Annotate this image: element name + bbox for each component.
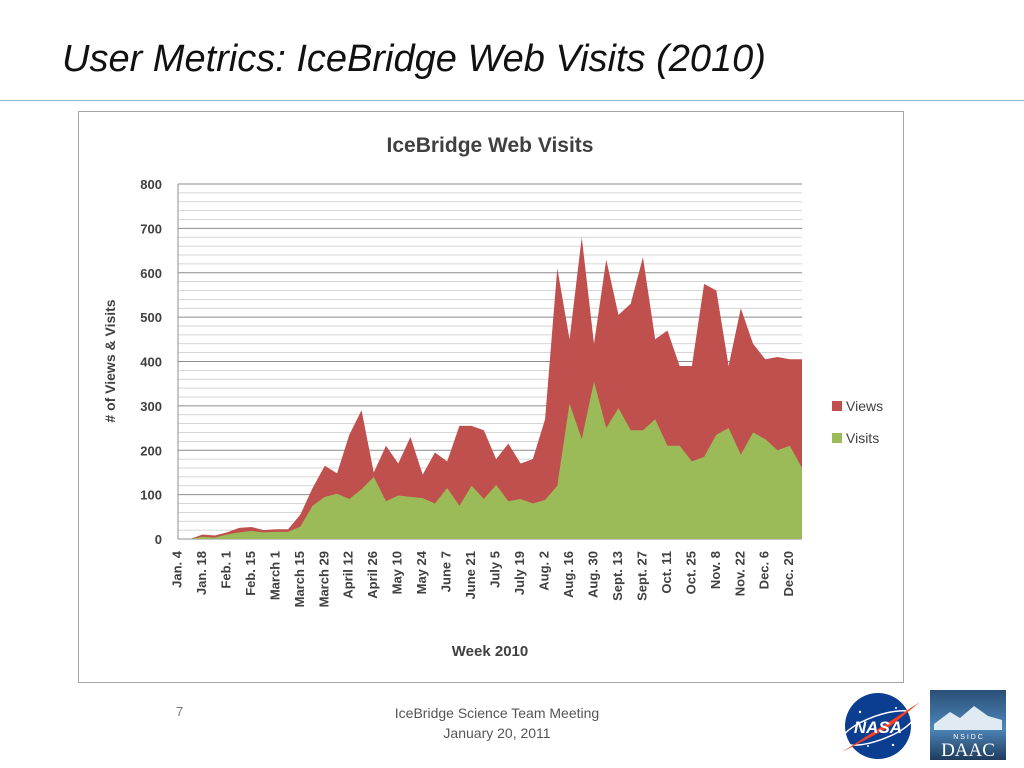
area-chart: IceBridge Web Visits 0 100 200 300 400 500 600 7… [102,134,883,660]
x-tick-label: June 21 [463,551,478,599]
x-tick-label: Sept. 13 [610,551,625,601]
x-tick-label: May 10 [390,551,405,594]
y-tick-label: 300 [140,399,162,414]
y-tick-label: 600 [140,266,162,281]
y-tick-label: 500 [140,310,162,325]
x-tick-label: Aug. 2 [536,551,551,591]
x-tick-label: June 7 [439,551,454,592]
legend-label-visits: Visits [846,430,879,446]
chart-title: IceBridge Web Visits [387,134,594,157]
legend-swatch-visits [832,433,842,443]
x-tick-label: April 12 [341,551,356,599]
legend-label-views: Views [846,398,883,414]
x-tick-label: Nov. 8 [708,551,723,589]
x-tick-label: April 26 [365,551,380,599]
x-tick-label: March 1 [267,551,282,600]
footer-meeting: IceBridge Science Team Meeting January 2… [362,703,632,743]
y-tick-label: 100 [140,488,162,503]
y-tick-label: 700 [140,221,162,236]
x-tick-label: Aug. 16 [561,551,576,598]
daac-logo-text: DAAC [941,740,995,760]
x-tick-label: March 29 [316,551,331,607]
nasa-logo-text: NASA [854,718,902,737]
nsidc-logo-text: N S I D C [953,734,983,741]
y-axis-title: # of Views & Visits [102,299,118,422]
x-tick-label: Aug. 30 [585,551,600,598]
slide-title: User Metrics: IceBridge Web Visits (2010… [62,38,766,80]
y-tick-label: 800 [140,177,162,192]
y-tick-label: 400 [140,355,162,370]
page-number: 7 [176,704,184,719]
nasa-logo: NASA [841,693,920,759]
area-visits [178,381,802,539]
x-tick-label: Dec. 20 [781,551,796,597]
x-tick-label: Feb. 1 [218,551,233,589]
x-axis-title: Week 2010 [452,643,528,660]
footer-meeting-title: IceBridge Science Team Meeting [394,705,600,721]
x-tick-label: May 24 [414,550,429,594]
x-tick-label: Sept. 27 [634,551,649,601]
legend-swatch-views [832,401,842,411]
x-tick-label: Feb. 15 [243,551,258,596]
x-tick-label: Nov. 22 [732,551,747,596]
x-tick-label: Oct. 25 [683,551,698,594]
y-tick-label: 200 [140,443,162,458]
x-tick-label: Jan. 4 [169,550,184,588]
x-tick-label: July 19 [512,551,527,595]
footer-meeting-date: January 20, 2011 [443,725,551,741]
x-tick-label: March 15 [292,551,307,607]
y-tick-label: 0 [155,532,162,547]
title-divider [0,100,1024,101]
nsidc-daac-logo: N S I D C DAAC [930,690,1006,760]
x-tick-label: Jan. 18 [194,551,209,595]
x-tick-label: Dec. 6 [757,551,772,589]
x-tick-label: Oct. 11 [659,551,674,594]
x-tick-label: July 5 [488,551,503,588]
